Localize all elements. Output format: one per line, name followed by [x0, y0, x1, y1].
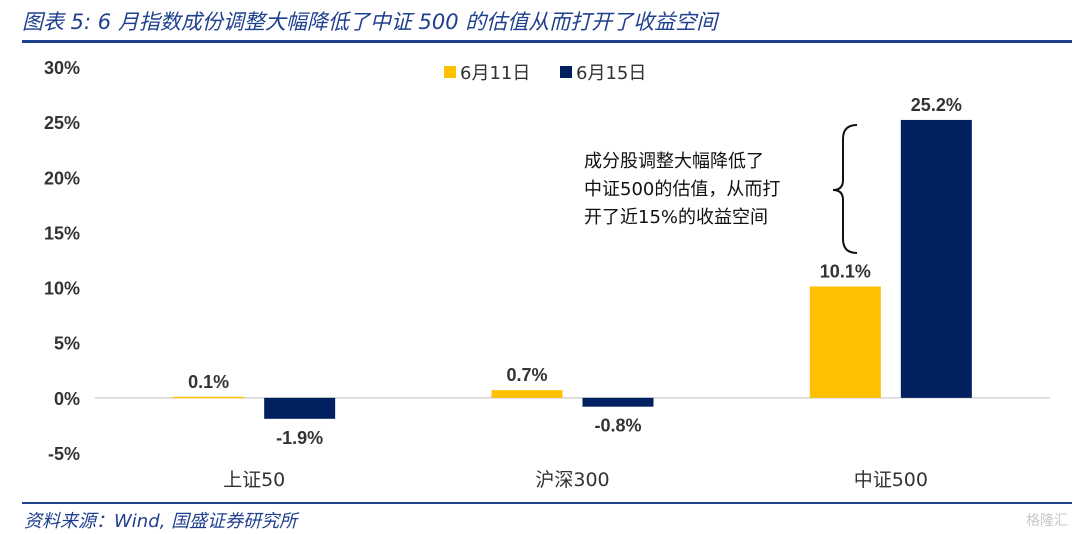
annotation-text: 成分股调整大幅降低了 [584, 151, 764, 172]
legend-swatch [444, 66, 456, 78]
bar [582, 397, 654, 407]
category-label: 沪深300 [535, 469, 609, 491]
y-tick-label: 30% [44, 58, 80, 78]
data-label: -0.8% [594, 416, 641, 436]
category-label: 中证500 [854, 469, 928, 491]
annotation-brace [832, 124, 858, 254]
data-label: 0.7% [506, 365, 547, 385]
bar [491, 390, 563, 398]
bar-chart: 30% 25% 20% 15% 10% 5% 0% -5% 0.1% -1.9% 上证50 0.7% -… [44, 58, 1050, 491]
category-label: 上证50 [223, 469, 285, 491]
title-rule [22, 40, 1072, 43]
y-tick-label: 25% [44, 113, 80, 133]
data-label: 10.1% [820, 261, 871, 281]
bar [809, 286, 881, 398]
source-rule [22, 502, 1072, 504]
y-tick-label: 15% [44, 223, 80, 243]
bar [900, 119, 972, 398]
annotation-text: 开了近15%的收益空间 [584, 207, 768, 228]
bar [264, 397, 336, 419]
legend-label: 6月15日 [576, 63, 646, 84]
y-tick-label: 20% [44, 168, 80, 188]
y-tick-label: 0% [54, 389, 80, 409]
data-label: 0.1% [188, 372, 229, 392]
annotation-text: 中证500的估值，从而打 [584, 179, 780, 200]
data-label: 25.2% [911, 95, 962, 115]
y-tick-label: 5% [54, 334, 80, 354]
legend-swatch [560, 66, 572, 78]
source-note: 资料来源：Wind, 国盛证券研究所 [24, 511, 298, 532]
y-tick-label: 10% [44, 279, 80, 299]
legend-label: 6月11日 [460, 63, 530, 84]
data-label: -1.9% [276, 428, 323, 448]
watermark-logo: 格隆汇 [1026, 513, 1068, 529]
figure-title: 图表 5: 6 月指数成份调整大幅降低了中证 500 的估值从而打开了收益空间 [22, 10, 718, 34]
y-tick-label: -5% [48, 444, 80, 464]
bar [173, 396, 245, 399]
